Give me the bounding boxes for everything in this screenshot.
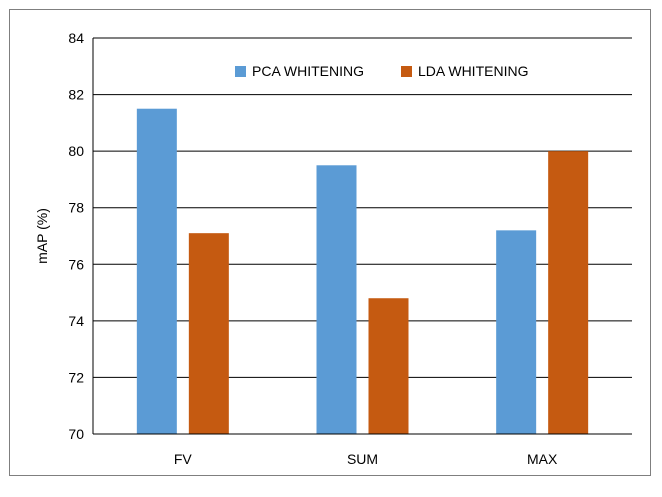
y-tick-label-70: 70 (68, 426, 84, 442)
y-tick-label-78: 78 (68, 200, 84, 216)
legend-label-pca-whitening: PCA WHITENING (252, 63, 364, 79)
y-tick-label-84: 84 (68, 30, 84, 46)
y-tick-label-72: 72 (68, 369, 84, 385)
x-tick-label-fv: FV (174, 451, 193, 467)
y-tick-label-74: 74 (68, 313, 84, 329)
y-tick-label-82: 82 (68, 87, 84, 103)
bars (136, 108, 589, 435)
legend-swatch-pca-whitening (235, 66, 246, 77)
gridlines (93, 37, 632, 378)
legend-swatch-lda-whitening (401, 66, 412, 77)
bar-sum-pca-whitening (316, 165, 357, 435)
legend: PCA WHITENING LDA WHITENING (235, 63, 528, 79)
x-tick-label-sum: SUM (347, 451, 378, 467)
axes: 70 72 74 76 78 80 82 84 FV SUM MAX (68, 30, 632, 467)
legend-label-lda-whitening: LDA WHITENING (418, 63, 528, 79)
bar-fv-pca-whitening (136, 108, 177, 434)
bar-max-lda-whitening (548, 151, 589, 434)
bar-max-pca-whitening (496, 230, 537, 434)
y-axis-title: mAP (%) (34, 208, 50, 264)
x-tick-label-max: MAX (527, 451, 558, 467)
y-tick-label-80: 80 (68, 143, 84, 159)
bar-fv-lda-whitening (188, 233, 229, 434)
y-tick-label-76: 76 (68, 256, 84, 272)
bar-sum-lda-whitening (368, 298, 409, 434)
